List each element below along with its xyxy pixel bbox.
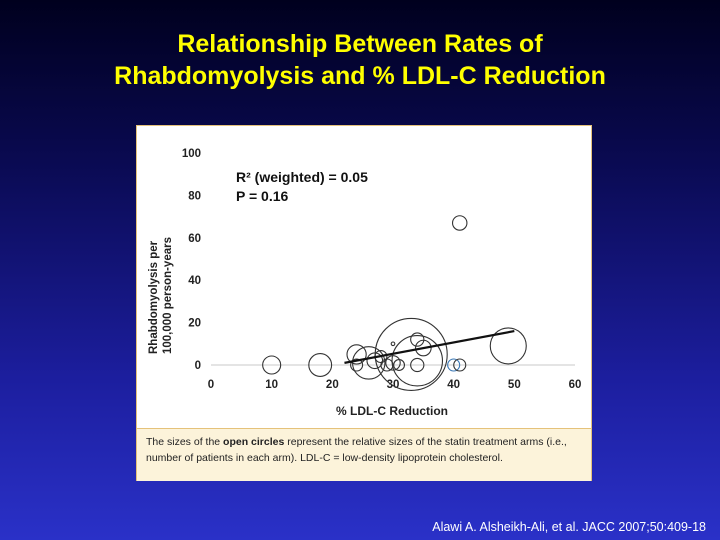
figure-panel: 0 20 40 60 80 100 0 10 20 30 40 50 60 Rhabdomyolysi… bbox=[136, 125, 592, 481]
y-tick-label: 20 bbox=[188, 318, 201, 330]
caption-text-1: The sizes of the bbox=[146, 436, 224, 448]
y-axis-label-line-2: 100,000 person-years bbox=[162, 237, 174, 354]
slide-title: Relationship Between Rates of Rhabdomyol… bbox=[0, 28, 720, 92]
citation: Alawi A. Alsheikh-Ali, et al. JACC 2007;… bbox=[432, 520, 706, 534]
y-tick-label: 40 bbox=[188, 275, 201, 287]
x-tick-label: 40 bbox=[447, 379, 460, 391]
caption-box: The sizes of the open circles represent … bbox=[137, 428, 591, 481]
caption-bold: open circles bbox=[223, 436, 285, 448]
data-point bbox=[308, 353, 333, 377]
data-point bbox=[391, 335, 444, 387]
y-axis-label-line-1: Rhabdomyolysis per bbox=[148, 240, 160, 354]
annotation-r-squared: R² (weighted) = 0.05 bbox=[236, 169, 368, 185]
data-point bbox=[393, 359, 406, 371]
title-line-2: Rhabdomyolysis and % LDL-C Reduction bbox=[114, 62, 606, 90]
data-point bbox=[350, 358, 364, 372]
data-point bbox=[351, 346, 386, 380]
x-tick-label: 10 bbox=[265, 379, 278, 391]
x-tick-label: 0 bbox=[208, 379, 214, 391]
data-point bbox=[410, 357, 425, 373]
y-tick-label: 0 bbox=[195, 360, 201, 372]
data-point bbox=[410, 332, 425, 347]
x-tick-label: 60 bbox=[569, 379, 582, 391]
data-point bbox=[374, 317, 448, 391]
data-point bbox=[346, 344, 367, 365]
data-point bbox=[390, 341, 396, 347]
figure-caption: The sizes of the open circles represent … bbox=[146, 434, 586, 466]
y-tick-labels: 0 20 40 60 80 100 bbox=[182, 148, 201, 372]
x-tick-label: 20 bbox=[326, 379, 339, 391]
y-tick-label: 80 bbox=[188, 190, 201, 202]
data-point bbox=[451, 215, 468, 231]
data-points bbox=[262, 215, 527, 391]
data-point bbox=[262, 355, 282, 375]
data-point bbox=[447, 358, 461, 372]
x-tick-labels: 0 10 20 30 40 50 60 bbox=[208, 379, 582, 391]
data-point bbox=[489, 327, 527, 365]
annotation-p-value: P = 0.16 bbox=[236, 188, 289, 204]
data-point bbox=[453, 358, 467, 372]
y-tick-label: 60 bbox=[188, 233, 201, 245]
x-tick-label: 50 bbox=[508, 379, 521, 391]
title-line-1: Relationship Between Rates of bbox=[177, 30, 543, 58]
x-axis-label: % LDL-C Reduction bbox=[336, 404, 448, 418]
y-tick-label: 100 bbox=[182, 148, 201, 160]
trend-line bbox=[344, 329, 515, 364]
caption-text-2: represent the relative sizes of the stat… bbox=[146, 436, 567, 464]
data-point bbox=[414, 339, 432, 357]
